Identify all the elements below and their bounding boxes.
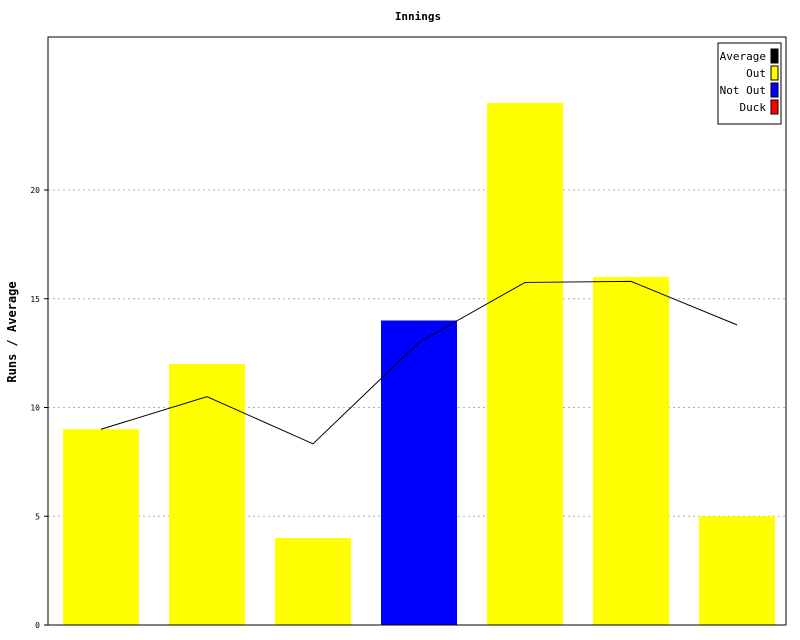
bar-out xyxy=(275,538,351,625)
legend: Average Out Not Out Duck xyxy=(717,42,782,125)
legend-swatch xyxy=(770,99,779,115)
y-tick-label: 20 xyxy=(30,186,40,195)
y-axis-label: Runs / Average xyxy=(5,281,19,382)
y-tick-label: 15 xyxy=(30,295,40,304)
chart-title: Innings xyxy=(395,10,441,23)
y-tick-label: 0 xyxy=(35,621,40,630)
bar-out xyxy=(487,103,563,625)
y-ticks: 0 5 10 15 20 xyxy=(30,186,48,630)
bar-out xyxy=(699,516,775,625)
y-tick-label: 10 xyxy=(30,404,40,413)
legend-swatch xyxy=(770,65,779,81)
legend-label: Duck xyxy=(740,101,767,114)
bars xyxy=(63,103,775,625)
legend-label: Not Out xyxy=(720,84,766,97)
bar-out xyxy=(593,277,669,625)
y-tick-label: 5 xyxy=(35,512,40,521)
average-line-layer xyxy=(100,280,738,445)
average-line xyxy=(100,280,738,445)
plot-frame xyxy=(47,36,787,626)
legend-label: Out xyxy=(746,67,766,80)
bar-not-out xyxy=(381,320,457,625)
bar-out xyxy=(63,429,139,625)
legend-label: Average xyxy=(720,50,766,63)
legend-swatch xyxy=(770,48,779,64)
legend-swatch xyxy=(770,82,779,98)
bar-out xyxy=(169,364,245,625)
